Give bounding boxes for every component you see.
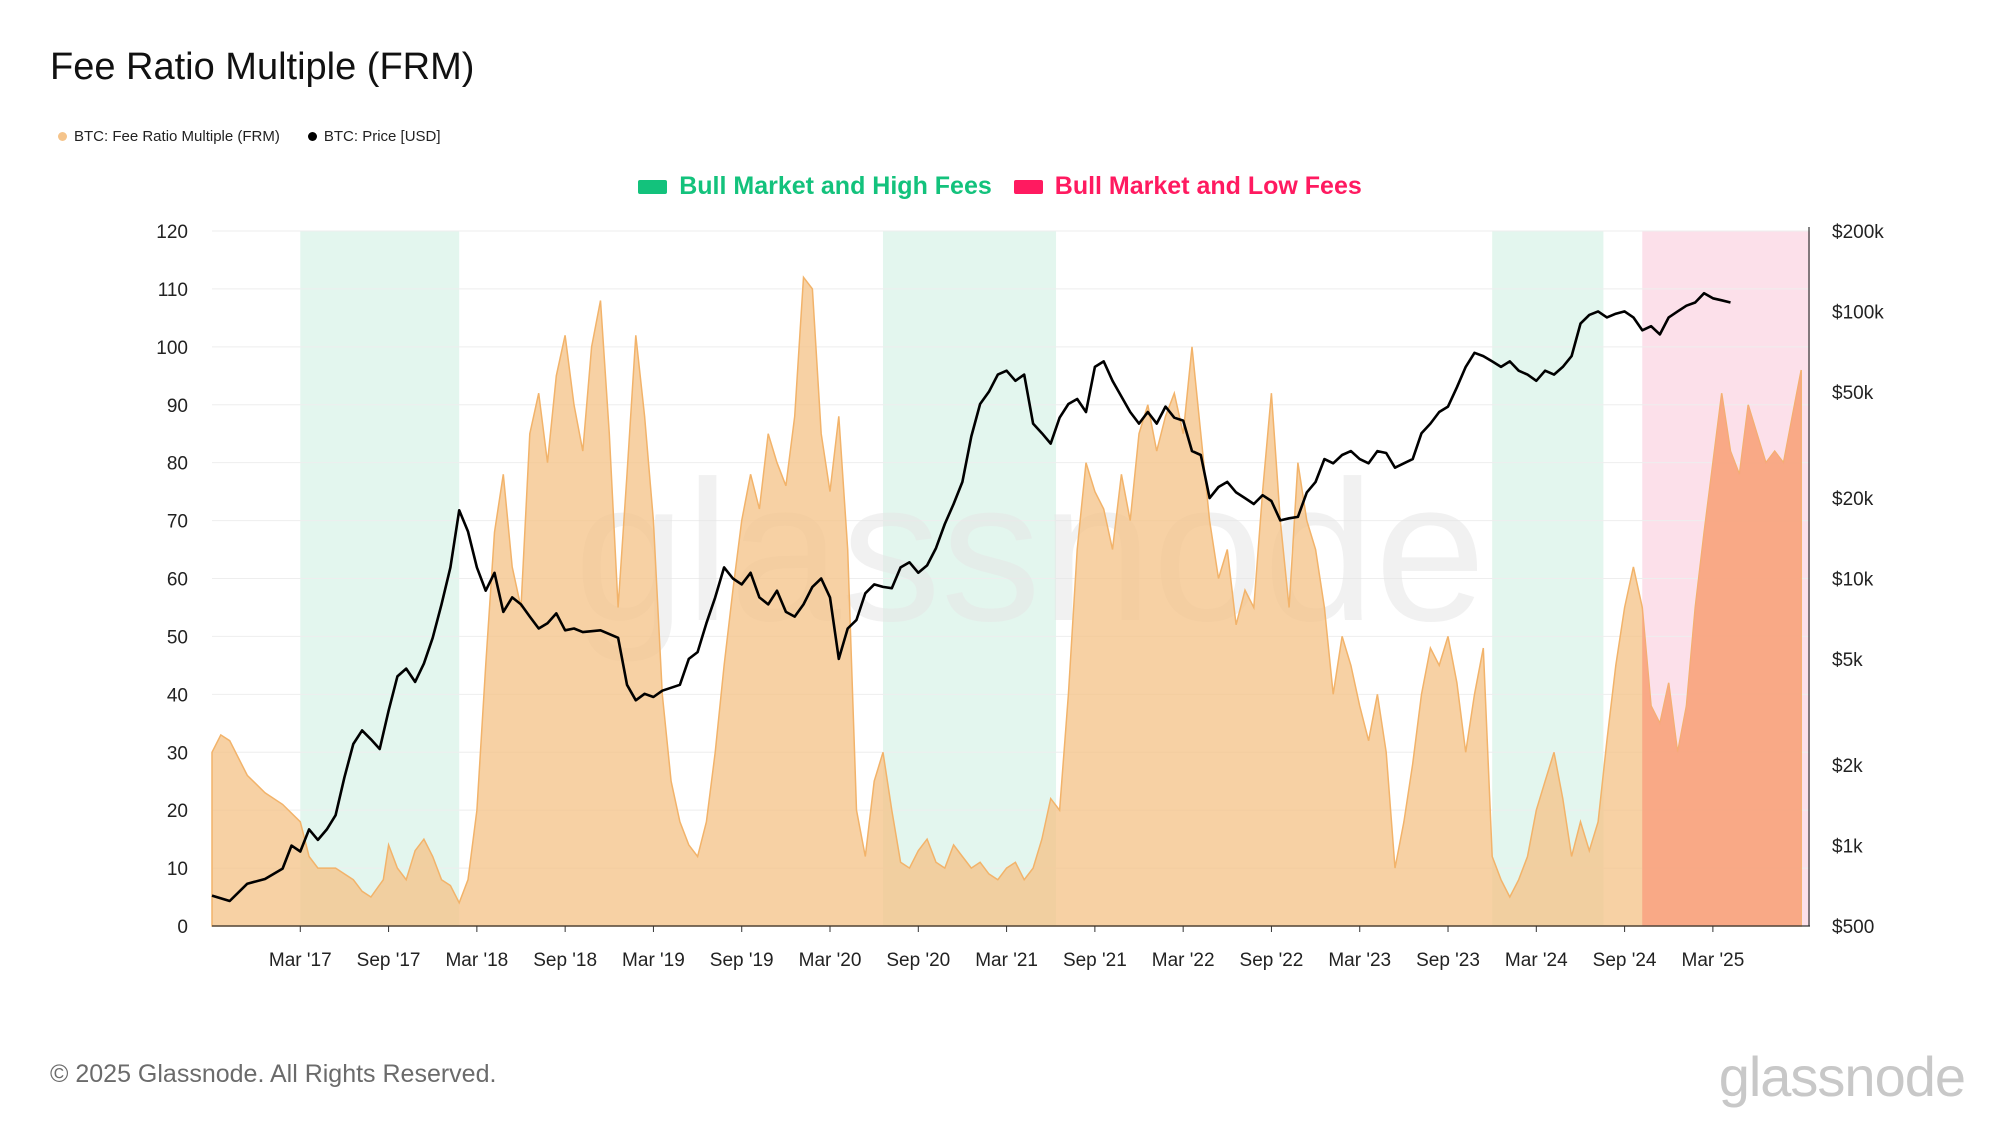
x-tick-label: Sep '21 xyxy=(1063,950,1127,971)
y-right-tick-label: $1k xyxy=(1832,837,1863,858)
legend-price-label: BTC: Price [USD] xyxy=(323,128,441,145)
y-right-tick-label: $5k xyxy=(1832,650,1863,671)
legend-item-frm[interactable]: BTC: Fee Ratio Multiple (FRM) xyxy=(58,128,280,145)
y-right-tick-label: $20k xyxy=(1832,489,1874,510)
x-tick-label: Sep '19 xyxy=(710,950,774,971)
x-tick-label: Mar '20 xyxy=(799,950,862,971)
x-tick-label: Mar '18 xyxy=(445,950,508,971)
y-left-tick-label: 40 xyxy=(167,685,188,706)
region-low-fees-label: Bull Market and Low Fees xyxy=(1054,172,1362,200)
x-tick-label: Mar '24 xyxy=(1505,950,1568,971)
price-line xyxy=(211,291,1731,903)
price-series xyxy=(211,291,1731,903)
x-tick-label: Mar '21 xyxy=(975,950,1038,971)
x-tick-label: Sep '22 xyxy=(1240,950,1304,971)
y-left-tick-label: 30 xyxy=(167,743,188,764)
y-left-tick-label: 80 xyxy=(167,454,188,475)
x-tick-label: Sep '18 xyxy=(533,950,597,971)
x-tick-label: Sep '23 xyxy=(1416,950,1480,971)
x-tick-label: Mar '25 xyxy=(1682,950,1745,971)
y-left-tick-label: 10 xyxy=(167,859,188,880)
x-tick-label: Sep '17 xyxy=(357,950,421,971)
y-left-tick-label: 90 xyxy=(167,396,188,417)
y-right-tick-label: $10k xyxy=(1832,570,1874,591)
y-right-tick-label: $50k xyxy=(1832,383,1874,404)
region-legend-high-fees: Bull Market and High Fees xyxy=(638,172,992,201)
region-high-fees-label: Bull Market and High Fees xyxy=(679,172,992,200)
legend-item-price[interactable]: BTC: Price [USD] xyxy=(307,128,441,145)
chart-legend: BTC: Fee Ratio Multiple (FRM) BTC: Price… xyxy=(58,128,441,145)
y-left-tick-label: 0 xyxy=(177,917,188,938)
glassnode-logo: glassnode xyxy=(1718,1045,1966,1108)
y-right-tick-label: $100k xyxy=(1832,302,1884,323)
x-tick-label: Mar '19 xyxy=(622,950,685,971)
region-low-fees-swatch xyxy=(1013,179,1043,194)
legend-price-dot-icon xyxy=(307,132,317,141)
region-legend-low-fees: Bull Market and Low Fees xyxy=(1013,172,1362,201)
page-title: Fee Ratio Multiple (FRM) xyxy=(50,46,475,88)
y-left-tick-label: 100 xyxy=(156,338,188,359)
y-left-tick-label: 110 xyxy=(158,280,188,301)
y-right-tick-label: $200k xyxy=(1832,222,1884,243)
y-left-tick-label: 70 xyxy=(167,512,188,533)
x-tick-label: Mar '23 xyxy=(1328,950,1391,971)
legend-frm-dot-icon xyxy=(58,132,67,141)
region-high-fees-swatch xyxy=(638,179,668,194)
y-right-tick-label: $2k xyxy=(1832,756,1863,777)
frm-series xyxy=(211,275,1802,927)
y-right-tick-label: $500 xyxy=(1832,917,1874,938)
y-left-tick-label: 50 xyxy=(167,627,188,648)
legend-frm-label: BTC: Fee Ratio Multiple (FRM) xyxy=(74,128,280,145)
x-tick-label: Mar '22 xyxy=(1152,950,1215,971)
frm-area-low-fees xyxy=(1642,370,1802,926)
chart-watermark: glassnode xyxy=(574,440,1486,663)
y-left-tick-label: 60 xyxy=(167,570,188,591)
y-left-tick-label: 20 xyxy=(167,801,188,822)
x-tick-label: Sep '20 xyxy=(886,950,950,971)
frm-area xyxy=(211,275,1802,927)
copyright-footer: © 2025 Glassnode. All Rights Reserved. xyxy=(50,1060,497,1088)
y-left-tick-label: 120 xyxy=(156,222,188,243)
x-tick-label: Sep '24 xyxy=(1593,950,1657,971)
x-tick-label: Mar '17 xyxy=(269,950,332,971)
axes: 0 10 20 30 40 50 60 70 80 90 100 110 120 $500 $1k $2k $5… xyxy=(156,222,1884,971)
regions-legend: Bull Market and High Fees Bull Market an… xyxy=(0,172,2000,201)
